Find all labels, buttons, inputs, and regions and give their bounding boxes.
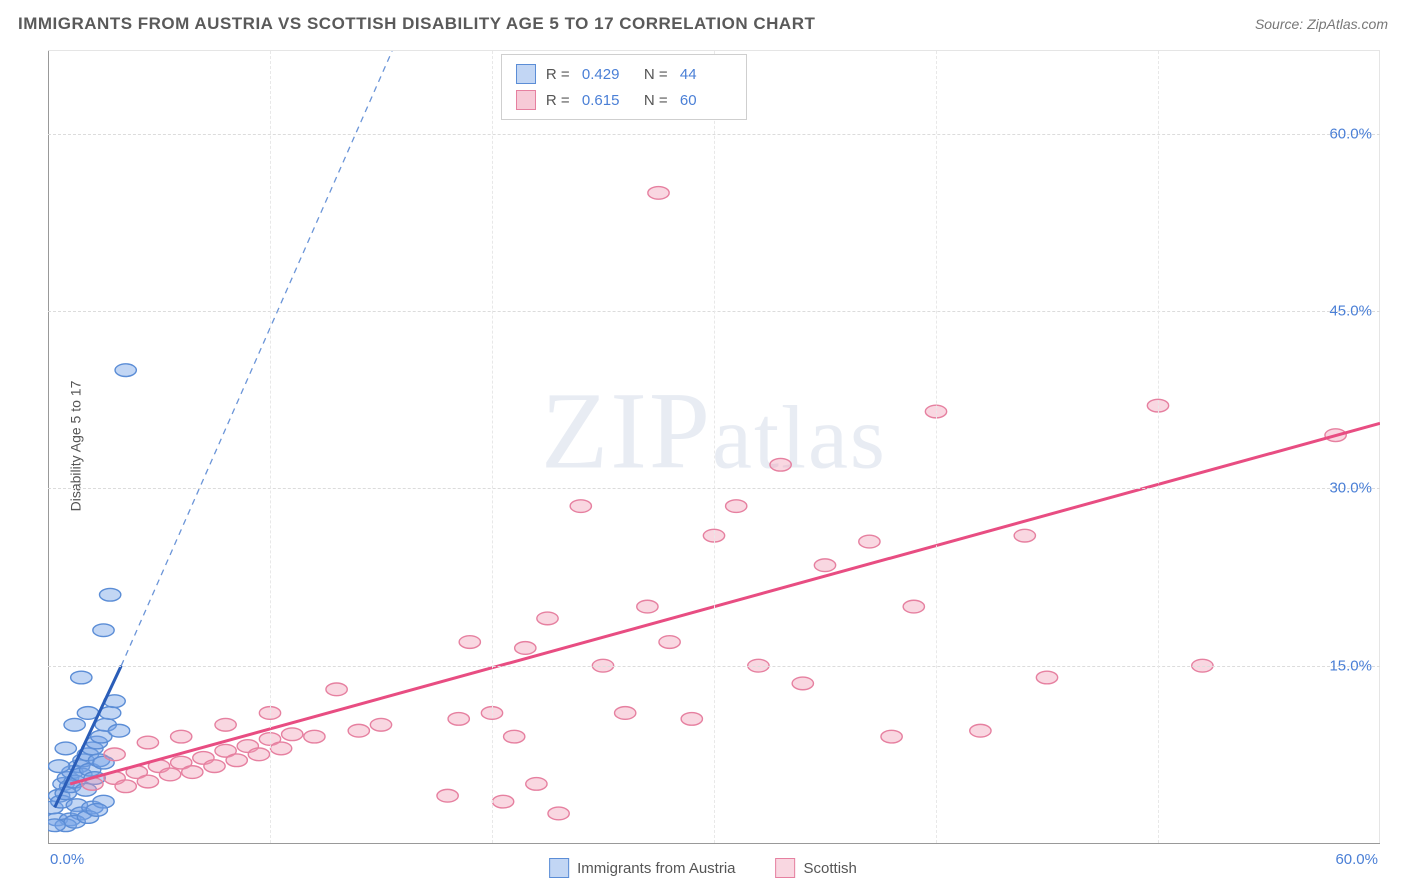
bottom-legend-item: Scottish (776, 858, 857, 878)
gridline-v (492, 51, 493, 843)
legend-row: R = 0.615 N = 60 (516, 87, 732, 113)
y-tick-label: 30.0% (1329, 480, 1372, 497)
gridline-v (936, 51, 937, 843)
y-tick-label: 60.0% (1329, 125, 1372, 142)
gridline-v (270, 51, 271, 843)
legend-swatch (549, 858, 569, 878)
legend-r-value: 0.615 (582, 92, 634, 109)
gridline-v (1158, 51, 1159, 843)
legend-n-value: 60 (680, 92, 732, 109)
x-origin-label: 0.0% (50, 851, 84, 868)
y-tick-label: 45.0% (1329, 303, 1372, 320)
legend-r-value: 0.429 (582, 66, 634, 83)
legend-n-value: 44 (680, 66, 732, 83)
legend-n-label: N = (644, 66, 670, 83)
legend-r-label: R = (546, 66, 572, 83)
legend-swatch (776, 858, 796, 878)
x-max-label: 60.0% (1335, 851, 1378, 868)
legend-n-label: N = (644, 92, 670, 109)
y-tick-label: 15.0% (1329, 657, 1372, 674)
source-attribution: Source: ZipAtlas.com (1255, 16, 1388, 32)
plot-area: ZIPatlas 15.0%30.0%45.0%60.0%R =0.429N =… (48, 50, 1380, 844)
legend-series-name: Immigrants from Austria (577, 860, 735, 877)
legend-swatch (516, 64, 536, 84)
legend-swatch (516, 90, 536, 110)
chart-title: IMMIGRANTS FROM AUSTRIA VS SCOTTISH DISA… (18, 14, 815, 34)
legend-row: R = 0.429 N = 44 (516, 61, 732, 87)
legend-r-label: R = (546, 92, 572, 109)
correlation-legend: R = 0.429 N = 44 R = 0.615 N = 60 (501, 54, 747, 120)
gridline-v (714, 51, 715, 843)
bottom-legend-item: Immigrants from Austria (549, 858, 735, 878)
bottom-legend: Immigrants from Austria Scottish (549, 858, 857, 878)
legend-series-name: Scottish (804, 860, 857, 877)
